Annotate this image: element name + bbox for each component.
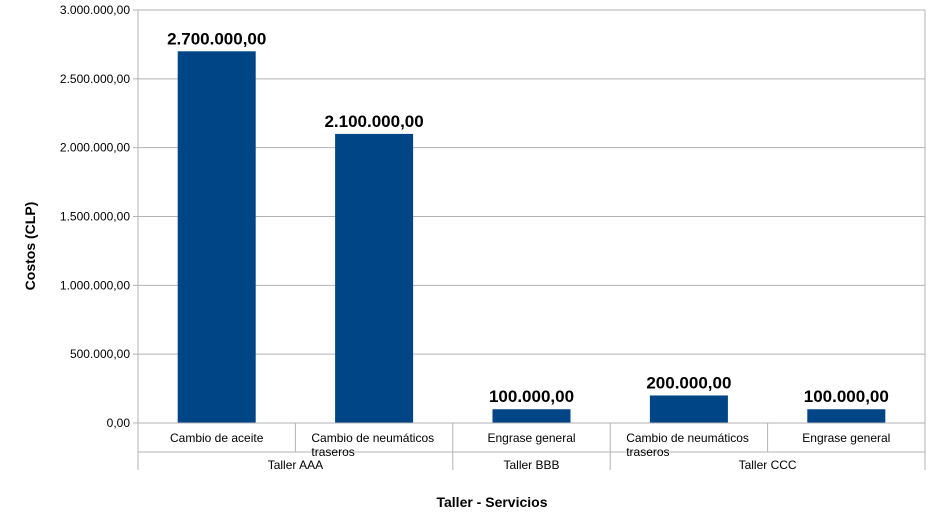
x-tick-label: traseros — [626, 445, 669, 459]
x-axis: Cambio de aceite Cambio de neumáticostras… — [137, 422, 926, 472]
data-label: 100.000,00 — [804, 387, 889, 406]
y-tick-label: 500.000,00 — [70, 347, 130, 361]
x-group-label: Taller AAA — [268, 458, 323, 472]
y-tick-label: 2.500.000,00 — [60, 72, 130, 86]
y-tick-label: 1.000.000,00 — [60, 278, 130, 292]
data-label: 200.000,00 — [646, 373, 731, 392]
data-label: 2.700.000,00 — [167, 29, 266, 48]
x-group-label: Taller BBB — [503, 458, 559, 472]
x-axis-title: Taller - Servicios — [436, 494, 547, 510]
bar — [492, 409, 571, 423]
y-axis-ticks: 0,00 500.000,00 1.000.000,00 1.500.000,00 2.… — [60, 3, 138, 430]
data-label: 100.000,00 — [489, 387, 574, 406]
bar — [177, 51, 256, 424]
bars — [177, 51, 886, 424]
y-axis-title: Costos (CLP) — [22, 202, 38, 291]
gridlines — [137, 9, 926, 424]
y-tick-label: 0,00 — [107, 416, 131, 430]
x-group-label: Taller CCC — [739, 458, 797, 472]
bar — [335, 133, 414, 423]
x-tick-label: traseros — [311, 445, 354, 459]
x-tick-label: Engrase general — [802, 431, 890, 445]
bar — [649, 395, 728, 423]
bar — [807, 409, 886, 423]
x-tick-label: Engrase general — [487, 431, 575, 445]
y-tick-label: 1.500.000,00 — [60, 210, 130, 224]
y-tick-label: 2.000.000,00 — [60, 141, 130, 155]
x-tick-label: Cambio de neumáticos — [626, 431, 749, 445]
data-labels: 2.700.000,00 2.100.000,00 100.000,00 200.00… — [167, 29, 889, 406]
y-tick-label: 3.000.000,00 — [60, 3, 130, 17]
x-tick-label: Cambio de aceite — [170, 431, 264, 445]
x-tick-label: Cambio de neumáticos — [311, 431, 434, 445]
data-label: 2.100.000,00 — [324, 112, 423, 131]
